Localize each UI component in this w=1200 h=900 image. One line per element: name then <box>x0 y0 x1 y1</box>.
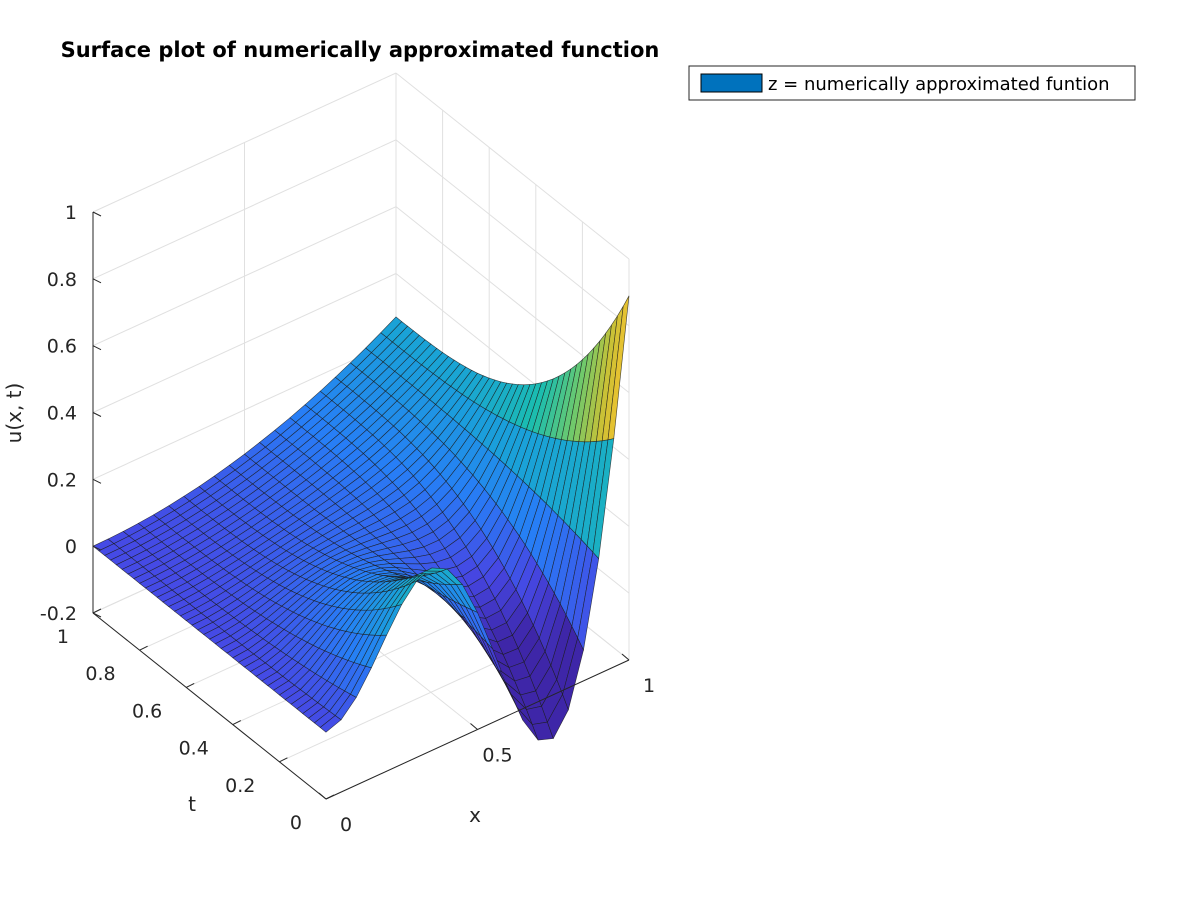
t-tick <box>325 794 335 800</box>
z-tick-label: 0.2 <box>47 469 77 491</box>
z-tick <box>92 278 102 284</box>
x-tick-label: 1 <box>643 675 655 697</box>
t-tick <box>185 682 195 688</box>
z-axis-label: u(x, t) <box>2 383 26 444</box>
t-tick-label: 0.2 <box>225 775 255 797</box>
legend-box <box>688 65 1136 101</box>
t-tick-label: 0.6 <box>132 700 162 722</box>
x-axis-label: x <box>469 803 481 827</box>
z-tick-label: 0.4 <box>47 402 77 424</box>
t-tick <box>279 757 288 763</box>
z-tick <box>92 345 102 351</box>
legend-label: z = numerically approximated funtion <box>768 74 1110 95</box>
z-tick-label: -0.2 <box>40 603 77 625</box>
t-tick <box>232 720 242 726</box>
z-tick <box>92 478 102 484</box>
t-axis-label: t <box>188 792 196 816</box>
grid-line-right-z <box>395 72 630 260</box>
z-tick-label: 0.8 <box>47 269 77 291</box>
axes: -0.2 0 0.2 0.4 0.6 0.8 1 0 0.5 1 0 0.2 0.4 0.6 0.8 1 <box>40 202 655 836</box>
t-tick-label: 0.8 <box>85 663 115 685</box>
t-tick <box>92 608 102 614</box>
z-tick <box>92 412 102 417</box>
grid-line-right-z <box>395 139 630 327</box>
z-tick-label: 0 <box>65 536 77 558</box>
x-tick <box>318 792 327 800</box>
legend-swatch <box>700 73 763 93</box>
z-tick <box>92 545 102 551</box>
t-tick <box>139 645 148 651</box>
x-tick <box>470 723 478 730</box>
z-tick <box>92 211 102 217</box>
z-tick-label: 1 <box>65 202 77 224</box>
t-axis-line <box>92 612 327 800</box>
surface-patch <box>607 295 630 441</box>
x-tick-label: 0 <box>340 814 352 836</box>
legend: z = numerically approximated funtion <box>688 65 1136 101</box>
t-tick-label: 0.4 <box>179 738 209 760</box>
t-tick-label: 0 <box>290 812 302 834</box>
z-tick <box>92 612 102 618</box>
x-tick-label: 0.5 <box>482 745 512 767</box>
chart-title: Surface plot of numerically approximated… <box>61 38 660 62</box>
t-tick-label: 1 <box>57 626 69 648</box>
x-tick <box>621 653 630 661</box>
surface <box>92 295 630 741</box>
z-tick-label: 0.6 <box>47 336 77 358</box>
